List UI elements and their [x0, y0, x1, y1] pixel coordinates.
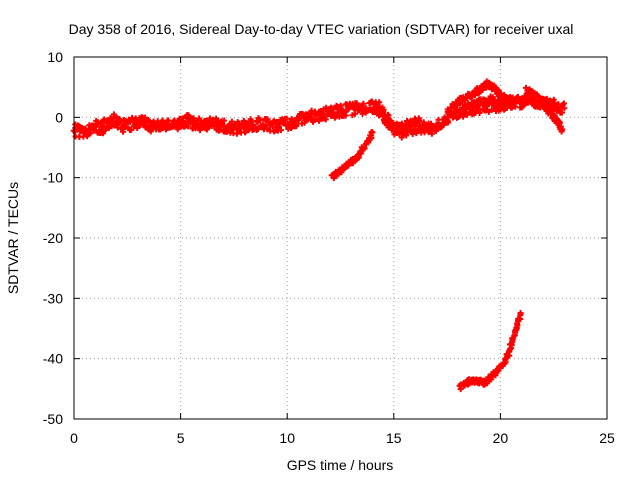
- data-point: [517, 310, 524, 317]
- data-point: [248, 118, 255, 125]
- x-tick-label: 25: [599, 430, 615, 446]
- data-point: [94, 120, 101, 127]
- data-point: [87, 130, 94, 137]
- data-point: [310, 117, 317, 124]
- data-point: [301, 119, 308, 126]
- data-point: [128, 126, 135, 133]
- data-point: [361, 145, 368, 152]
- data-point: [464, 111, 471, 118]
- data-point: [514, 93, 521, 100]
- data-point: [203, 117, 210, 124]
- x-tick-label: 20: [493, 430, 509, 446]
- data-point: [558, 109, 565, 116]
- series-mid-dropout: [328, 128, 376, 182]
- data-point: [293, 121, 300, 128]
- y-tick-label: -10: [43, 170, 63, 186]
- y-tick-label: 0: [55, 109, 63, 125]
- data-point: [541, 96, 548, 103]
- chart-title: Day 358 of 2016, Sidereal Day-to-day VTE…: [69, 21, 574, 37]
- data-point: [353, 100, 360, 107]
- data-point: [241, 119, 248, 126]
- data-point: [476, 110, 483, 117]
- data-point: [316, 116, 323, 123]
- y-tick-label: -20: [43, 230, 63, 246]
- data-series: [70, 78, 568, 393]
- series-deep-dropout: [456, 310, 524, 393]
- y-tick-label: -50: [43, 411, 63, 427]
- data-point: [369, 129, 376, 136]
- data-point: [460, 113, 467, 120]
- data-point: [495, 87, 502, 94]
- data-point: [322, 116, 329, 123]
- series-late-arc: [523, 84, 566, 135]
- data-point: [485, 108, 492, 115]
- data-point: [342, 112, 349, 119]
- data-point: [440, 122, 447, 129]
- data-point: [159, 117, 166, 124]
- data-point: [351, 110, 358, 117]
- x-axis-label: GPS time / hours: [287, 457, 394, 473]
- series-upper-arcs: [374, 106, 423, 133]
- data-point: [445, 119, 452, 126]
- data-point: [360, 100, 367, 107]
- data-point: [174, 126, 181, 133]
- data-point: [559, 126, 566, 133]
- data-point: [488, 106, 495, 113]
- data-point: [403, 132, 410, 139]
- y-tick-label: -40: [43, 351, 63, 367]
- data-point: [497, 90, 504, 97]
- x-tick-label: 5: [177, 430, 185, 446]
- data-point: [416, 117, 423, 124]
- y-tick-label: 10: [47, 49, 63, 65]
- data-point: [376, 99, 383, 106]
- data-point: [329, 105, 336, 112]
- y-tick-label: -30: [43, 290, 63, 306]
- data-point: [120, 128, 127, 135]
- x-tick-label: 15: [386, 430, 402, 446]
- data-point: [472, 92, 479, 99]
- data-point: [278, 127, 285, 134]
- data-point: [556, 119, 563, 126]
- data-point: [386, 118, 393, 125]
- y-axis-label: SDTVAR / TECUs: [5, 182, 21, 294]
- data-point: [474, 101, 481, 108]
- axis-ticks: 0 5 10 15 20 25 10 0 -10 -20 -30 -40 -50: [43, 49, 615, 446]
- data-point: [447, 108, 454, 115]
- data-point: [561, 105, 568, 112]
- series-evening-arc-1: [444, 78, 517, 116]
- data-point: [256, 116, 263, 123]
- series-evening-arc-2: [465, 93, 525, 113]
- data-point: [273, 119, 280, 126]
- data-point: [518, 96, 525, 103]
- x-tick-label: 10: [279, 430, 295, 446]
- data-point: [470, 104, 477, 111]
- data-point: [337, 102, 344, 109]
- x-tick-label: 0: [70, 430, 78, 446]
- grid-lines: [74, 57, 607, 419]
- data-point: [221, 117, 228, 124]
- data-point: [283, 115, 290, 122]
- data-point: [479, 86, 486, 93]
